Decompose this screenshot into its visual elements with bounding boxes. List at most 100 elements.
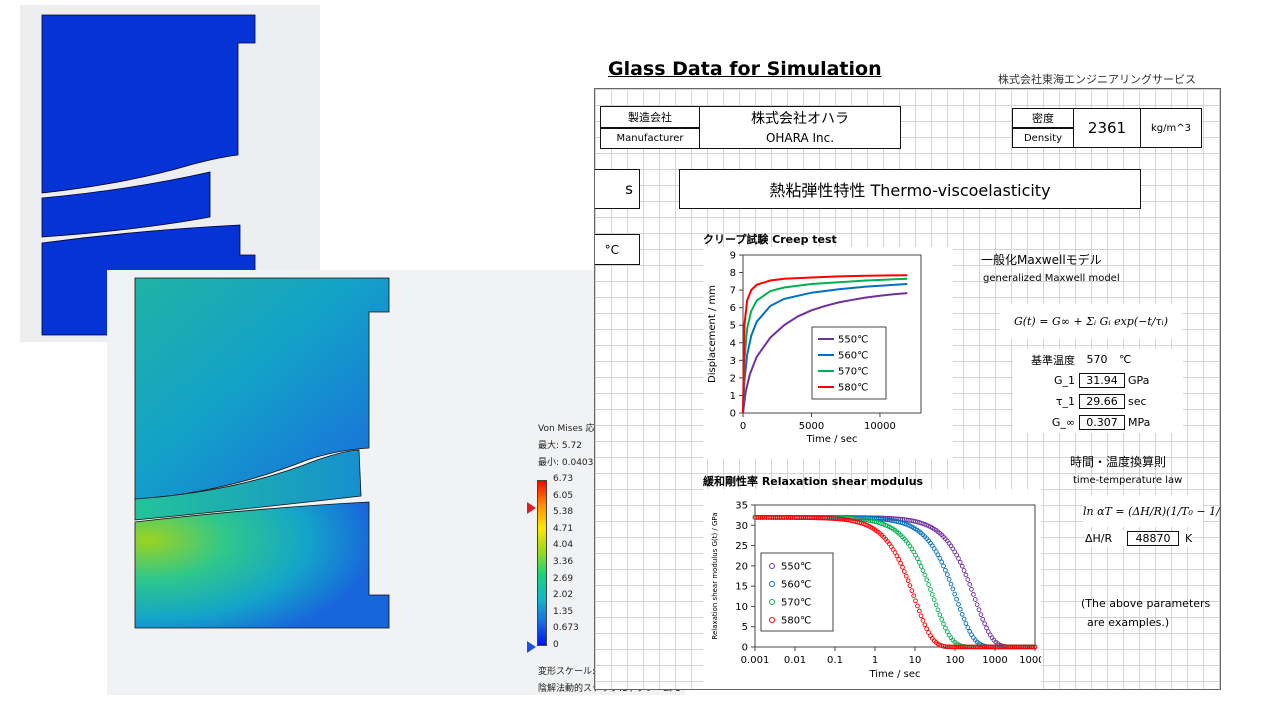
param-name: G_∞ [1051, 416, 1075, 429]
creep-y-tick-label: 0 [730, 409, 736, 420]
creep-x-tick-label: 0 [740, 421, 746, 432]
density-unit: kg/m^3 [1140, 108, 1202, 148]
creep-legend-entry: 550℃ [838, 335, 868, 346]
relax-data-point [935, 552, 941, 558]
relax-y-tick-label: 0 [742, 643, 748, 654]
relax-data-point [905, 578, 911, 584]
ttl-formula: ln αT = (ΔH/R)(1/T₀ − 1/T) [1083, 495, 1220, 527]
relax-data-point [937, 555, 943, 561]
note-line-1: (The above parameters [1081, 597, 1211, 610]
creep-chart-panel: 0 1 2 3 4 5 6 7 8 9 0 5000 10000 Time / sec Displaceme… [703, 247, 953, 459]
creep-series-line [742, 292, 908, 414]
param-unit: sec [1128, 395, 1147, 408]
relax-data-point [961, 616, 967, 622]
relax-data-point [900, 564, 905, 570]
relax-data-point [954, 552, 959, 558]
relax-data-point [916, 560, 922, 565]
manufacturer-label-jp: 製造会社 [600, 106, 700, 128]
creep-series-line [742, 277, 908, 414]
creep-y-tick-label: 9 [730, 251, 736, 262]
relax-data-point [920, 568, 926, 573]
creep-x-tick-label: 5000 [799, 421, 824, 432]
relax-data-point [963, 572, 969, 578]
relax-data-point [965, 625, 971, 630]
creep-legend-entry: 580℃ [838, 383, 868, 394]
section-title-box: 熱粘弾性特性 Thermo-viscoelasticity [679, 169, 1141, 209]
fea-color-bar [537, 480, 547, 646]
creep-series-line [742, 274, 908, 414]
relax-data-point [961, 568, 967, 573]
relax-data-point [935, 607, 941, 613]
density-label-en: Density [1012, 128, 1074, 148]
relax-data-point [943, 625, 948, 631]
param-name: G_1 [1053, 374, 1075, 387]
note-line-2: are examples.) [1087, 616, 1170, 629]
param-value: 570 [1086, 353, 1108, 366]
relax-data-point [922, 572, 928, 578]
maxwell-params-table: 基準温度 570 ℃ G_1 31.94 GPa τ_1 29.66 sec G… [1013, 349, 1183, 433]
relax-data-point [957, 606, 963, 612]
creep-y-tick-label: 6 [730, 303, 736, 314]
relax-data-point [933, 602, 939, 608]
param-row-g1: G_1 31.94 GPa [1013, 370, 1183, 391]
relax-x-axis-label: Time / sec [868, 669, 920, 680]
relax-data-point [959, 563, 965, 569]
creep-y-axis-label: Displacement / mm [707, 285, 718, 383]
creep-y-tick-label: 3 [730, 356, 736, 367]
fea-legend-tick-label: 2.69 [553, 573, 574, 584]
param-row-ref-temp: 基準温度 570 ℃ [1013, 349, 1183, 370]
relax-data-point [918, 613, 924, 619]
relax-data-point [984, 625, 989, 631]
relax-data-point [915, 556, 920, 561]
param-name: τ_1 [1055, 395, 1075, 408]
relax-x-tick-label: 0.01 [784, 655, 806, 666]
relax-data-point [931, 597, 937, 602]
glass-data-sheet: 製造会社 Manufacturer 株式会社オハラ OHARA Inc. 密度 … [594, 88, 1221, 690]
relax-x-tick-label: 1 [872, 655, 878, 666]
relax-data-point [915, 603, 920, 609]
relax-data-point [985, 629, 991, 634]
param-unit: ℃ [1119, 353, 1132, 366]
relax-data-point [965, 577, 971, 582]
creep-y-tick-label: 1 [730, 391, 736, 402]
relax-x-tick-label: 100 [945, 655, 964, 666]
fea-legend-min: 最小: 0.0403 [538, 458, 594, 468]
relax-data-point [980, 616, 986, 622]
relax-y-tick-label: 35 [735, 501, 748, 512]
density-value: 2361 [1073, 108, 1141, 148]
relax-data-point [896, 557, 902, 562]
relax-data-point [892, 550, 898, 555]
relax-x-tick-label: 10 [909, 655, 922, 666]
param-unit: MPa [1128, 416, 1151, 429]
param-row-ginf: G_∞ 0.307 MPa [1013, 412, 1183, 433]
relax-data-point [926, 582, 931, 587]
relax-data-point [952, 549, 958, 555]
fea-legend-tick-label: 0 [553, 640, 559, 650]
relaxation-label: 緩和剛性率 Relaxation shear modulus [703, 475, 924, 488]
fea-legend-tick-label: 6.05 [553, 490, 574, 501]
relax-data-point [978, 612, 984, 617]
relax-data-point [976, 607, 982, 613]
relax-data-point [937, 612, 943, 618]
manufacturer-value-en: OHARA Inc. [699, 128, 901, 149]
maxwell-formula: G(t) = G∞ + Σᵢ Gᵢ exp(−t/τᵢ) [1000, 304, 1182, 338]
param-unit: GPa [1128, 374, 1150, 387]
param-row-tau1: τ_1 29.66 sec [1013, 391, 1183, 412]
partial-section-text: s [625, 180, 633, 198]
fea-legend-title: Von Mises 応力.1 (MPa) [538, 424, 641, 434]
relax-data-point [950, 586, 956, 592]
relax-y-axis-label: Relaxation shear modulus G(t) / GPa [711, 512, 719, 639]
ttl-dh-row: ΔH/R 48870 K [1085, 531, 1193, 546]
relax-data-point [894, 553, 900, 559]
creep-y-tick-label: 2 [730, 373, 736, 384]
relax-data-point [928, 587, 933, 592]
creep-y-tick-label: 5 [730, 321, 736, 332]
relax-x-tick-label: 10000 [1019, 655, 1041, 666]
relax-data-point [972, 597, 978, 602]
relax-legend-entry: 550℃ [781, 562, 811, 573]
fea-legend-tick-label: 2.02 [553, 590, 574, 601]
relax-data-point [922, 622, 928, 628]
creep-y-tick-label: 4 [730, 338, 736, 349]
fea-legend-tick-label: 5.38 [553, 507, 574, 518]
relax-data-point [898, 560, 903, 566]
